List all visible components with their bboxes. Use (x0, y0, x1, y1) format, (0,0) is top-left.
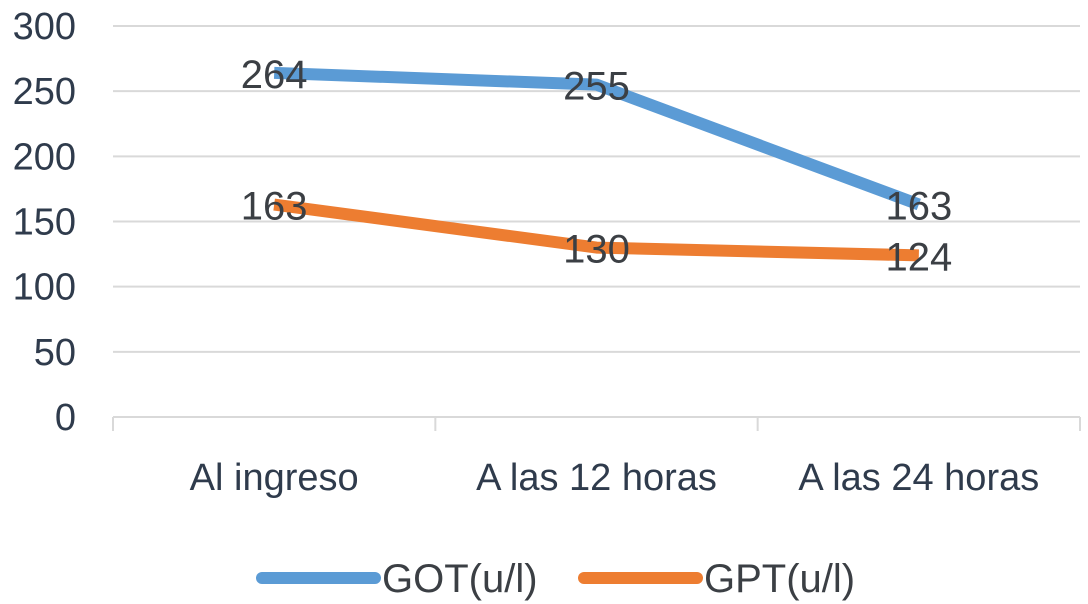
data-label: 124 (885, 235, 952, 279)
series-lines (273, 66, 921, 262)
y-axis: 0 50 100 150 200 250 300 (13, 6, 76, 439)
x-tick-label: A las 24 horas (798, 457, 1039, 499)
x-tick-label: A las 12 horas (476, 457, 717, 499)
y-tick-label: 200 (13, 136, 76, 178)
data-label: 130 (563, 228, 630, 272)
legend-label: GPT(u/l) (704, 557, 855, 601)
y-tick-label: 0 (55, 397, 76, 439)
y-tick-label: 150 (13, 202, 76, 244)
gridlines (113, 25, 1080, 418)
y-tick-label: 50 (34, 332, 76, 374)
y-tick-label: 100 (13, 267, 76, 309)
legend-label: GOT(u/l) (382, 557, 538, 601)
data-label: 163 (241, 185, 308, 229)
legend: GOT(u/l) GPT(u/l) (256, 557, 855, 601)
data-label: 264 (241, 53, 308, 97)
y-tick-label: 250 (13, 71, 76, 113)
data-label: 163 (885, 185, 952, 229)
x-tick-label: Al ingreso (190, 457, 359, 499)
data-label: 255 (563, 65, 630, 109)
x-axis: Al ingreso A las 12 horas A las 24 horas (112, 417, 1081, 499)
y-tick-label: 300 (13, 6, 76, 48)
data-labels: 264 255 163 163 130 124 (241, 53, 952, 279)
